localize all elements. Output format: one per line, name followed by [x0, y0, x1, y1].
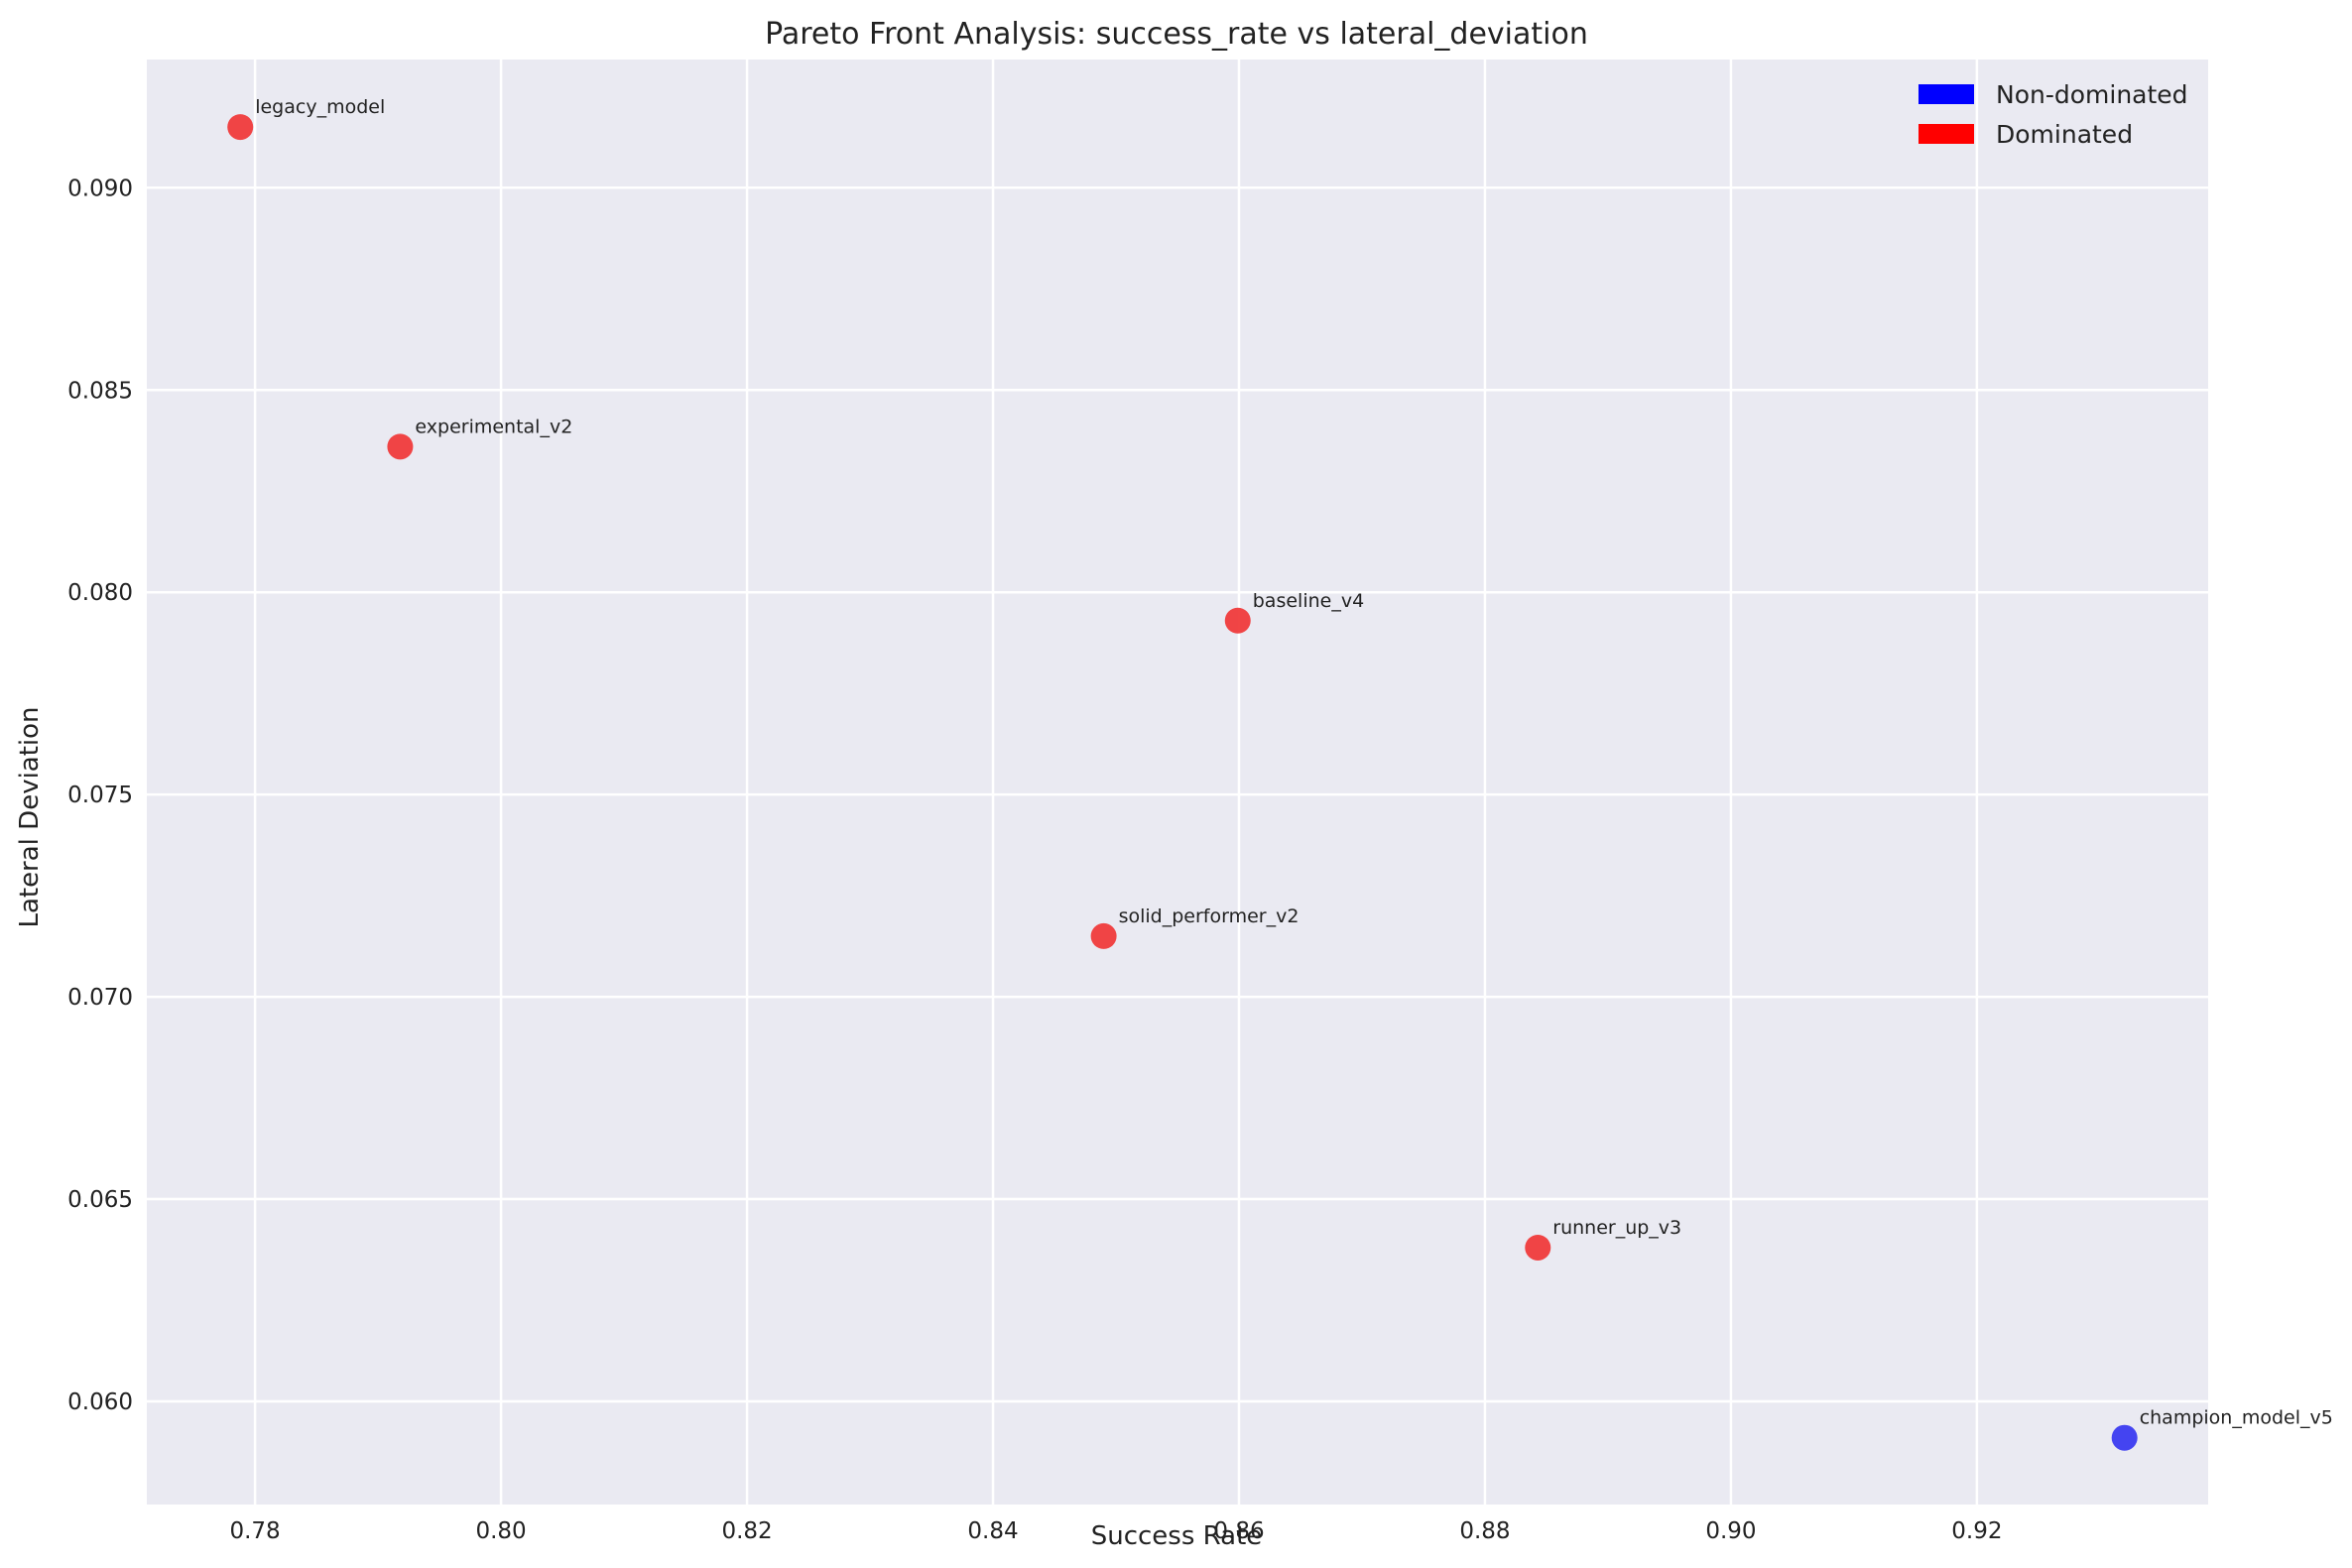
x-tick-label: 0.78 [229, 1518, 280, 1544]
data-point [2111, 1424, 2138, 1451]
x-tick-label: 0.82 [721, 1518, 772, 1544]
y-tick-label: 0.060 [67, 1389, 133, 1415]
x-tick-label: 0.90 [1705, 1518, 1756, 1544]
data-point [1224, 607, 1251, 634]
point-label: solid_performer_v2 [1119, 905, 1300, 927]
data-point [227, 114, 254, 141]
legend-entry-label: Non-dominated [1996, 80, 2188, 109]
legend: Non-dominated Dominated [1919, 80, 2188, 149]
legend-entry-label: Dominated [1996, 120, 2133, 149]
plot-area [147, 60, 2208, 1505]
x-tick-label: 0.80 [475, 1518, 526, 1544]
x-tick-label: 0.86 [1213, 1518, 1264, 1544]
data-point [1090, 922, 1117, 949]
x-tick-label: 0.88 [1459, 1518, 1510, 1544]
legend-swatch [1919, 124, 1974, 144]
tick-labels: 0.78 0.80 0.82 0.84 0.86 0.88 0.90 0.92 0.060 0.0… [67, 176, 2002, 1544]
data-point [1525, 1234, 1551, 1261]
data-points: legacy_model experimental_v2 baseline_v4so… [227, 96, 2333, 1451]
y-axis-label: Lateral Deviation [15, 706, 45, 927]
legend-swatch [1919, 84, 1974, 104]
data-point [387, 433, 414, 460]
chart-title: Pareto Front Analysis: success_rate vs l… [765, 17, 1588, 52]
point-label: experimental_v2 [415, 416, 572, 437]
x-tick-label: 0.92 [1951, 1518, 2002, 1544]
point-label: runner_up_v3 [1552, 1217, 1681, 1239]
y-tick-label: 0.085 [67, 378, 133, 404]
y-tick-label: 0.065 [67, 1187, 133, 1213]
y-tick-label: 0.070 [67, 985, 133, 1011]
y-tick-label: 0.090 [67, 176, 133, 201]
x-tick-label: 0.84 [967, 1518, 1018, 1544]
grid-lines [147, 60, 2208, 1505]
y-tick-label: 0.080 [67, 580, 133, 606]
point-label: champion_model_v5 [2140, 1407, 2333, 1429]
point-label: baseline_v4 [1253, 590, 1364, 612]
x-axis-label: Success Rate [1091, 1521, 1263, 1551]
y-tick-label: 0.075 [67, 783, 133, 808]
point-label: legacy_model [255, 96, 385, 118]
